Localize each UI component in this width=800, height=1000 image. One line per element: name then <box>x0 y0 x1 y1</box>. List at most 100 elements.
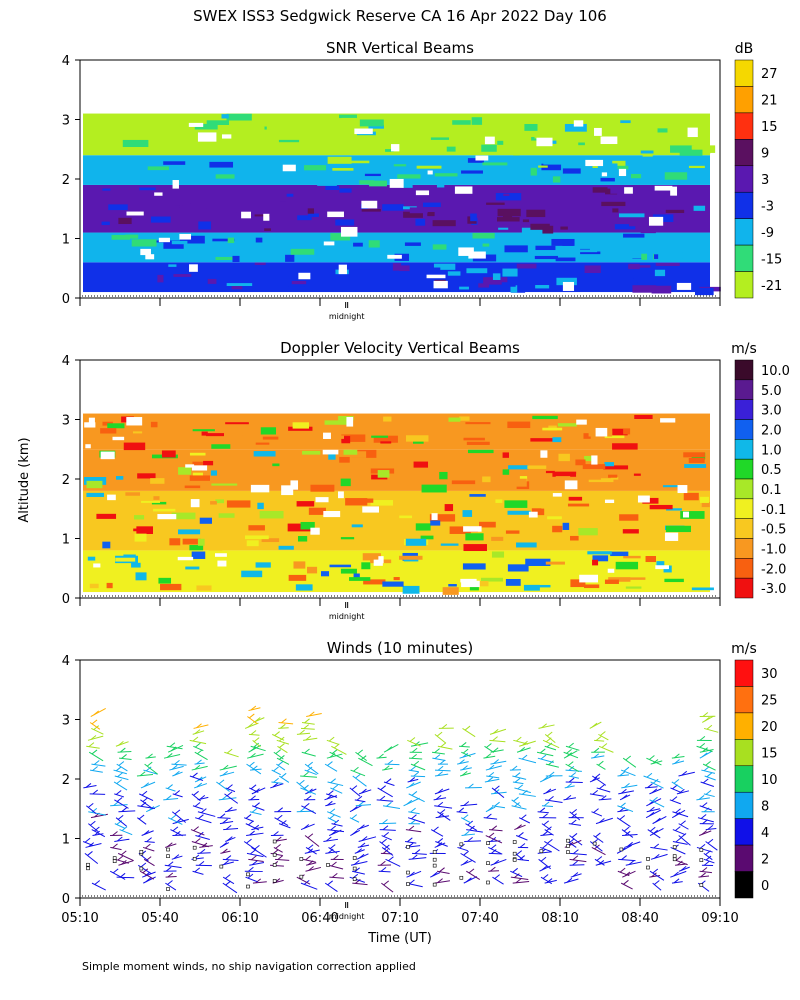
heatmap-cell <box>502 469 510 475</box>
x-tick-label: 06:40 <box>301 911 338 926</box>
calm-marker <box>112 856 117 860</box>
wind-barb <box>358 836 377 842</box>
calm-marker <box>432 863 437 868</box>
wind-barb-flag <box>84 837 91 843</box>
wind-barb <box>143 858 155 867</box>
heatmap-cell <box>184 485 201 489</box>
wind-barb <box>671 881 683 884</box>
heatmap-cell <box>545 470 555 474</box>
heatmap-cell <box>568 496 583 501</box>
wind-barb-flag <box>253 824 260 830</box>
heatmap-cell <box>150 478 165 484</box>
y-tick-label: 0 <box>62 892 70 907</box>
wind-barb-flag <box>193 826 199 832</box>
heatmap-cell <box>504 500 528 508</box>
wind-barb <box>269 864 284 867</box>
wind-barb-flag <box>196 759 202 765</box>
heatmap-cell <box>227 237 235 244</box>
heatmap-cell <box>524 172 538 180</box>
wind-barb <box>199 845 213 848</box>
wind-barb-flag <box>464 725 471 731</box>
wind-barb <box>381 847 394 856</box>
wind-barb <box>91 829 106 838</box>
wind-barb-flag <box>331 873 338 878</box>
wind-barb-flag <box>275 749 282 754</box>
wind-barb <box>172 818 189 825</box>
wind-barb-flag <box>567 761 574 767</box>
heatmap-cell <box>516 542 537 548</box>
heatmap-cell <box>477 206 495 212</box>
wind-barb <box>483 755 496 759</box>
heatmap-cell <box>401 180 413 188</box>
heatmap-cell <box>498 227 509 230</box>
wind-barb <box>459 745 470 748</box>
y-tick-label: 1 <box>62 233 70 248</box>
wind-barb <box>649 874 661 878</box>
wind-barb <box>166 745 183 750</box>
wind-barb <box>459 772 471 777</box>
heatmap-cell <box>608 577 631 582</box>
heatmap-gap <box>93 563 101 568</box>
heatmap-cell <box>287 523 311 532</box>
wind-barb-flag <box>703 860 710 866</box>
wind-barb-flag <box>87 851 93 856</box>
calm-marker <box>406 882 410 886</box>
heatmap-cell <box>147 166 169 171</box>
wind-barb <box>296 876 311 885</box>
wind-barb-flag <box>218 779 225 785</box>
y-tick-label: 1 <box>62 833 70 848</box>
heatmap-cell <box>465 533 484 541</box>
wind-barb-flag <box>439 867 445 873</box>
wind-barb <box>137 817 147 825</box>
wind-barb-flag <box>707 838 714 844</box>
heatmap-cell <box>688 457 705 463</box>
heatmap-cell <box>495 499 503 503</box>
wind-barb-flag <box>409 777 416 782</box>
wind-barb-flag <box>355 773 361 779</box>
heatmap-cell <box>213 137 236 140</box>
heatmap-cell <box>359 180 375 185</box>
wind-barb-flag <box>411 747 418 753</box>
wind-barb <box>114 775 129 781</box>
heatmap-gap <box>552 493 562 497</box>
wind-barb-flag <box>274 731 280 736</box>
wind-barb <box>510 870 523 878</box>
wind-barb-flag <box>331 830 337 835</box>
wind-barb <box>678 835 691 846</box>
wind-barb-flag <box>85 783 92 788</box>
wind-barb-flag <box>361 836 368 841</box>
wind-barb-flag <box>437 788 444 794</box>
wind-barb-flag <box>146 761 153 767</box>
wind-barb-flag <box>88 742 95 748</box>
heatmap-cell <box>198 221 212 230</box>
colorbar-label: 25 <box>761 694 778 709</box>
wind-barb <box>273 846 283 853</box>
heatmap-cell <box>308 213 319 217</box>
heatmap-cell <box>448 584 457 587</box>
wind-barb <box>511 805 527 810</box>
heatmap-gap <box>468 251 486 259</box>
heatmap-cell <box>547 516 562 520</box>
wind-barb-flag <box>327 800 333 806</box>
heatmap-cell <box>86 480 103 489</box>
heatmap-cell <box>286 193 294 197</box>
heatmap-cell <box>691 587 714 591</box>
wind-barb-flag <box>411 791 418 796</box>
wind-barb-flag <box>227 836 233 842</box>
heatmap-cell <box>339 114 357 119</box>
heatmap-cell <box>413 440 424 444</box>
wind-barb-flag <box>280 772 287 778</box>
heatmap-cell <box>564 123 587 132</box>
heatmap-cell <box>371 169 379 175</box>
heatmap-cell <box>332 168 354 171</box>
panel-title: SNR Vertical Beams <box>326 39 474 57</box>
wind-barb <box>331 745 347 755</box>
wind-barb <box>457 761 469 765</box>
wind-barb-flag <box>92 766 98 771</box>
wind-barb <box>116 763 128 772</box>
heatmap-cell <box>327 156 352 164</box>
wind-barb-flag <box>707 824 714 830</box>
heatmap-cell <box>542 225 554 234</box>
wind-barb <box>464 840 482 842</box>
wind-barb-flag <box>680 833 687 838</box>
